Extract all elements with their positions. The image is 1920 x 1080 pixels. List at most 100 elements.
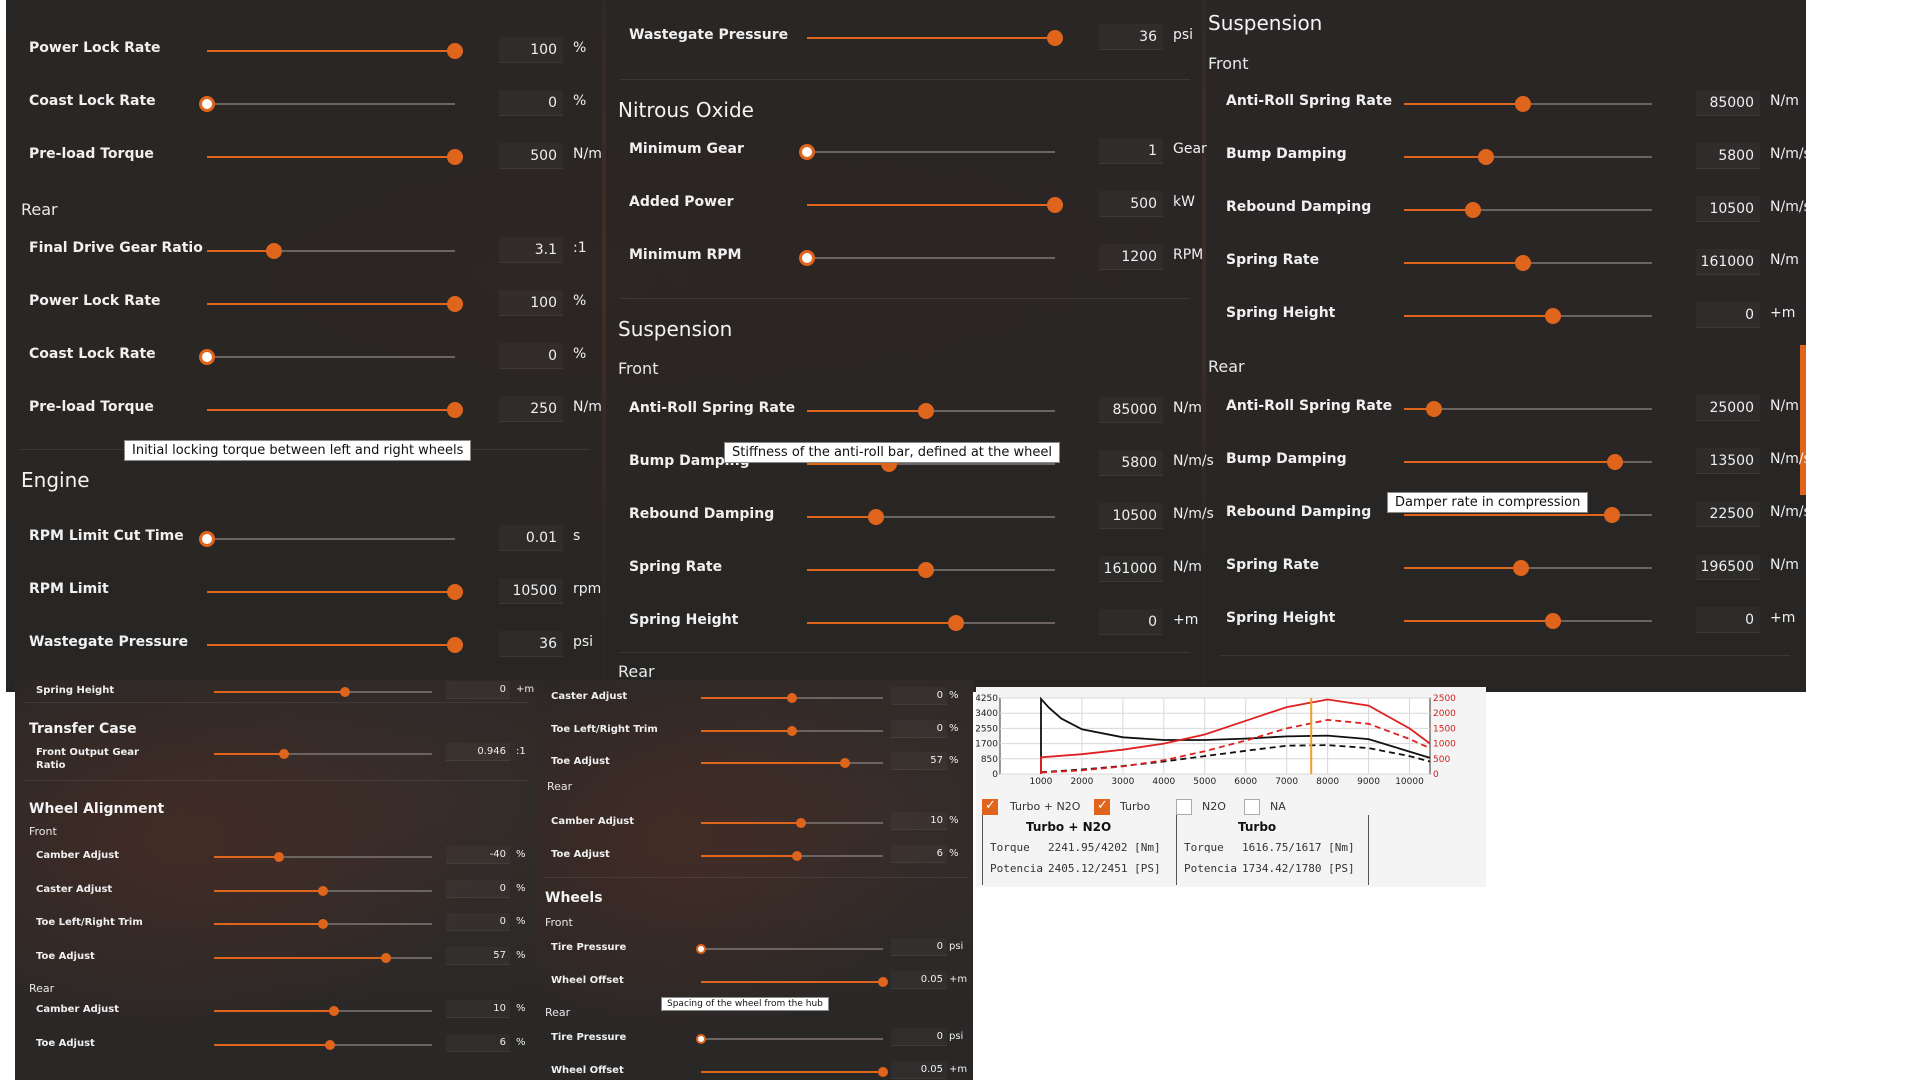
spring-rate-value-input[interactable]: 196500 [1696, 554, 1760, 580]
slider-thumb[interactable] [1425, 401, 1442, 417]
slider-thumb[interactable] [1515, 96, 1532, 112]
camber-adjust-value-input[interactable]: 10 [446, 1000, 510, 1018]
slider-thumb[interactable] [318, 919, 328, 929]
camber-adjust-slider[interactable] [214, 852, 432, 862]
slider-thumb[interactable] [447, 637, 463, 653]
added-power-value-input[interactable]: 500 [1099, 191, 1163, 217]
bump-damping-slider[interactable] [1404, 454, 1652, 470]
rebound-damping-value-input[interactable]: 10500 [1696, 196, 1760, 222]
slider-thumb[interactable] [1544, 613, 1561, 629]
final-drive-gear-ratio-slider[interactable] [207, 243, 455, 259]
slider-thumb[interactable] [839, 758, 850, 768]
anti-roll-spring-rate-value-input[interactable]: 85000 [1099, 397, 1163, 423]
slider-thumb[interactable] [918, 403, 935, 419]
rpm-limit-slider[interactable] [207, 584, 463, 600]
wheel-offset-value-input[interactable]: 0.05 [891, 1061, 947, 1079]
slider-thumb[interactable] [447, 149, 463, 165]
slider-thumb[interactable] [947, 615, 964, 631]
spring-height-value-input[interactable]: 0 [1696, 302, 1760, 328]
slider-thumb[interactable] [328, 1006, 339, 1016]
spring-rate-value-input[interactable]: 161000 [1099, 556, 1163, 582]
wheel-offset-value-input[interactable]: 0.05 [891, 971, 947, 989]
slider-thumb[interactable] [696, 944, 706, 954]
caster-adjust-value-input[interactable]: 0 [891, 687, 947, 705]
toe-left-right-trim-value-input[interactable]: 0 [446, 913, 510, 931]
slider-thumb[interactable] [1465, 202, 1482, 218]
wastegate-pressure-slider[interactable] [807, 30, 1063, 46]
power-lock-rate-slider[interactable] [207, 296, 463, 312]
slider-thumb[interactable] [199, 96, 215, 112]
scrollbar-thumb[interactable] [1800, 345, 1806, 495]
slider-thumb[interactable] [878, 1066, 888, 1077]
slider-thumb[interactable] [1047, 30, 1063, 46]
camber-adjust-slider[interactable] [214, 1006, 432, 1016]
slider-thumb[interactable] [1604, 507, 1621, 523]
rebound-damping-slider[interactable] [1404, 507, 1652, 523]
spring-rate-slider[interactable] [1404, 255, 1652, 271]
wastegate-pressure-value-input[interactable]: 36 [499, 631, 563, 657]
rpm-limit-value-input[interactable]: 10500 [499, 578, 563, 604]
toe-left-right-trim-slider[interactable] [214, 919, 432, 929]
slider-thumb[interactable] [1606, 454, 1623, 470]
pre-load-torque-slider[interactable] [207, 402, 463, 418]
spring-height-value-input[interactable]: 0 [1099, 609, 1163, 635]
added-power-slider[interactable] [807, 197, 1063, 213]
minimum-rpm-value-input[interactable]: 1200 [1099, 244, 1163, 270]
minimum-gear-value-input[interactable]: 1 [1099, 138, 1163, 164]
coast-lock-rate-value-input[interactable]: 0 [499, 90, 563, 116]
slider-thumb[interactable] [868, 509, 885, 525]
pre-load-torque-value-input[interactable]: 250 [499, 396, 563, 422]
toe-adjust-value-input[interactable]: 6 [446, 1034, 510, 1052]
slider-thumb[interactable] [787, 693, 797, 703]
toe-adjust-slider[interactable] [701, 850, 883, 861]
rebound-damping-slider[interactable] [807, 509, 1055, 525]
slider-thumb[interactable] [799, 250, 815, 266]
toe-left-right-trim-value-input[interactable]: 0 [891, 720, 947, 738]
bump-damping-value-input[interactable]: 5800 [1099, 450, 1163, 476]
camber-adjust-value-input[interactable]: -40 [446, 846, 510, 864]
power-lock-rate-value-input[interactable]: 100 [499, 290, 563, 316]
slider-thumb[interactable] [447, 402, 463, 418]
slider-thumb[interactable] [696, 1034, 706, 1044]
slider-thumb[interactable] [339, 687, 350, 697]
toe-adjust-value-input[interactable]: 57 [446, 947, 510, 965]
toe-adjust-slider[interactable] [214, 952, 432, 963]
spring-height-slider[interactable] [214, 687, 432, 697]
pre-load-torque-value-input[interactable]: 500 [499, 143, 563, 169]
wastegate-pressure-slider[interactable] [207, 637, 463, 653]
slider-thumb[interactable] [447, 296, 463, 312]
power-lock-rate-slider[interactable] [207, 43, 463, 59]
slider-thumb[interactable] [324, 1039, 335, 1050]
minimum-gear-slider[interactable] [799, 144, 1055, 160]
slider-thumb[interactable] [799, 144, 815, 160]
coast-lock-rate-value-input[interactable]: 0 [499, 343, 563, 369]
coast-lock-rate-slider[interactable] [199, 349, 455, 365]
slider-thumb[interactable] [918, 562, 935, 578]
rpm-limit-cut-time-slider[interactable] [199, 531, 455, 547]
turbo-checkbox[interactable] [1094, 798, 1110, 815]
slider-thumb[interactable] [792, 850, 803, 861]
rpm-limit-cut-time-value-input[interactable]: 0.01 [499, 525, 563, 551]
slider-thumb[interactable] [1512, 560, 1529, 576]
spring-height-value-input[interactable]: 0 [1696, 607, 1760, 633]
tire-pressure-value-input[interactable]: 0 [891, 938, 947, 956]
caster-adjust-value-input[interactable]: 0 [446, 880, 510, 898]
spring-rate-slider[interactable] [807, 562, 1055, 578]
toe-adjust-value-input[interactable]: 6 [891, 845, 947, 863]
spring-height-slider[interactable] [807, 615, 1055, 631]
camber-adjust-value-input[interactable]: 10 [891, 812, 947, 830]
slider-thumb[interactable] [1544, 308, 1561, 324]
coast-lock-rate-slider[interactable] [199, 96, 455, 112]
bump-damping-slider[interactable] [1404, 149, 1652, 165]
slider-thumb[interactable] [1047, 197, 1063, 213]
front-output-gear-slider[interactable] [214, 749, 432, 759]
front-output-gear-value-input[interactable]: 0.946 [446, 743, 510, 761]
spring-rate-slider[interactable] [1404, 560, 1652, 576]
caster-adjust-slider[interactable] [214, 885, 432, 896]
spring-rate-value-input[interactable]: 161000 [1696, 249, 1760, 275]
spring-height-slider[interactable] [1404, 613, 1652, 629]
rebound-damping-value-input[interactable]: 22500 [1696, 501, 1760, 527]
slider-thumb[interactable] [381, 952, 392, 963]
toe-adjust-value-input[interactable]: 57 [891, 752, 947, 770]
n2o-checkbox[interactable] [1176, 799, 1192, 815]
